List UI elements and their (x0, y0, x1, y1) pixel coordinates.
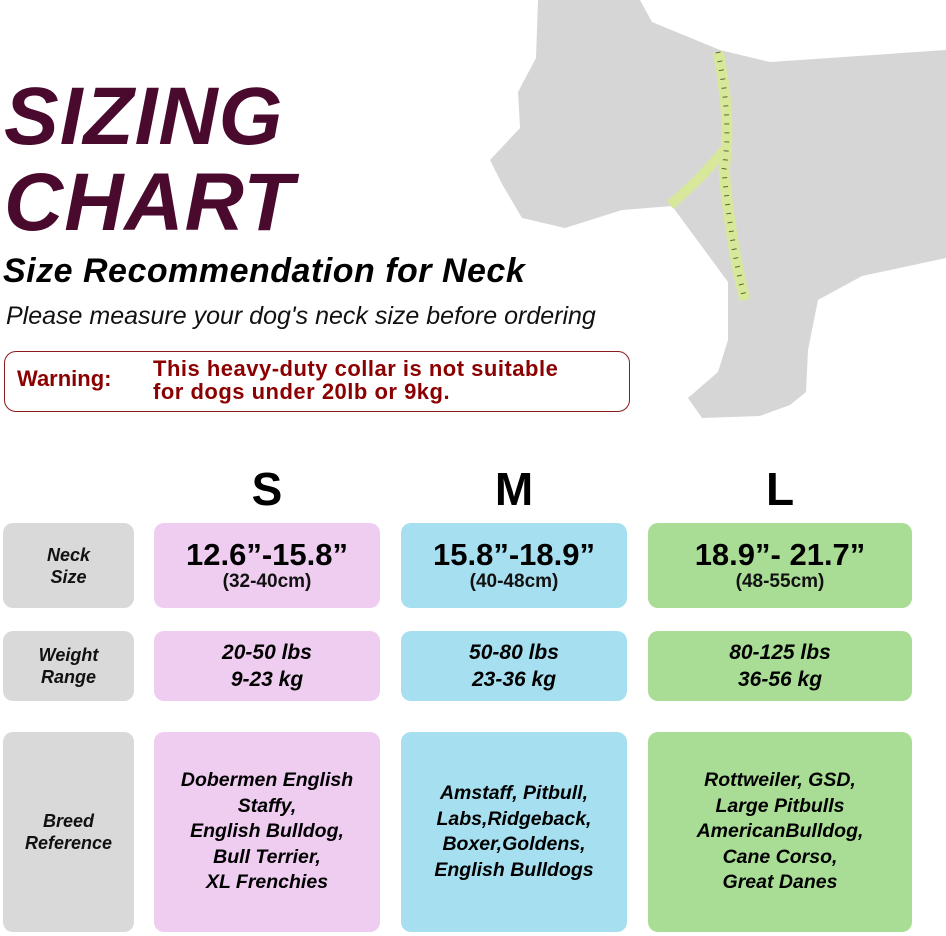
weight-kg: 36-56 kg (737, 668, 823, 691)
row-label-neck-size: Neck Size (3, 523, 134, 608)
warning-text: This heavy-duty collar is not suitable f… (153, 357, 558, 403)
weight-kg: 23-36 kg (471, 668, 557, 691)
label-line: Range (40, 667, 96, 687)
size-header-l: L (765, 463, 795, 515)
neck-size-m: 15.8”-18.9” (40-48cm) (401, 523, 627, 608)
weight-range-s: 20-50 lbs 9-23 kg (154, 631, 380, 701)
breed-line: AmericanBulldog, (696, 820, 864, 843)
label-line: Breed (42, 811, 95, 831)
breed-line: Large Pitbulls (715, 794, 845, 817)
row-label-breed-reference: Breed Reference (3, 732, 134, 932)
breed-line: Bull Terrier, (213, 845, 321, 868)
weight-range-l: 80-125 lbs 36-56 kg (648, 631, 912, 701)
label-line: Reference (24, 833, 113, 853)
neck-inches: 12.6”-15.8” (186, 536, 348, 572)
warning-label: Warning: (17, 366, 112, 391)
size-header-s: S (251, 463, 283, 515)
neck-inches: 15.8”-18.9” (433, 536, 595, 572)
neck-cm: (32-40cm) (222, 570, 312, 592)
warning-line-2: for dogs under 20lb or 9kg. (153, 379, 451, 404)
breed-reference-m: Amstaff, Pitbull, Labs,Ridgeback, Boxer,Go… (401, 732, 627, 932)
neck-size-l: 18.9”- 21.7” (48-55cm) (648, 523, 912, 608)
title-line-1: SIZING (4, 71, 284, 162)
instruction-text: Please measure your dog's neck size befo… (6, 302, 596, 330)
neck-size-s: 12.6”-15.8” (32-40cm) (154, 523, 380, 608)
breed-reference-l: Rottweiler, GSD, Large Pitbulls AmericanBu… (648, 732, 912, 932)
breed-line: Amstaff, Pitbull, (439, 782, 589, 804)
title-line-2: CHART (4, 157, 295, 248)
dog-icon (490, 0, 946, 418)
breed-line: Rottweiler, GSD, (704, 769, 856, 792)
weight-lbs: 80-125 lbs (729, 641, 831, 664)
breed-line: Dobermen English (180, 769, 354, 792)
label-line: Weight (38, 645, 99, 665)
warning-box: Warning: This heavy-duty collar is not s… (4, 351, 630, 412)
breed-line: Boxer,Goldens, (442, 833, 586, 855)
breed-reference-s: Dobermen English Staffy, English Bulldog, B… (154, 732, 380, 932)
weight-lbs: 20-50 lbs (222, 641, 312, 664)
breed-line: Cane Corso, (722, 845, 838, 868)
breed-line: Staffy, (237, 794, 297, 817)
breed-line: English Bulldog, (190, 820, 344, 843)
measuring-tape-icon (712, 50, 751, 302)
breed-line: English Bulldogs (434, 858, 594, 881)
neck-inches: 18.9”- 21.7” (694, 536, 866, 572)
neck-cm: (40-48cm) (469, 570, 559, 592)
size-header-m: M (494, 463, 534, 515)
weight-range-m: 50-80 lbs 23-36 kg (401, 631, 627, 701)
weight-kg: 9-23 kg (230, 668, 304, 691)
neck-cm: (48-55cm) (735, 570, 825, 592)
breed-line: Great Danes (722, 871, 838, 894)
label-line: Neck (46, 544, 91, 565)
label-line: Size (50, 566, 87, 587)
warning-line-1: This heavy-duty collar is not suitable (153, 356, 559, 381)
breed-line: XL Frenchies (205, 871, 329, 894)
weight-lbs: 50-80 lbs (469, 641, 559, 664)
row-label-weight-range: Weight Range (3, 631, 134, 701)
breed-line: Labs,Ridgeback, (436, 807, 592, 830)
subtitle: Size Recommendation for Neck (3, 252, 526, 290)
